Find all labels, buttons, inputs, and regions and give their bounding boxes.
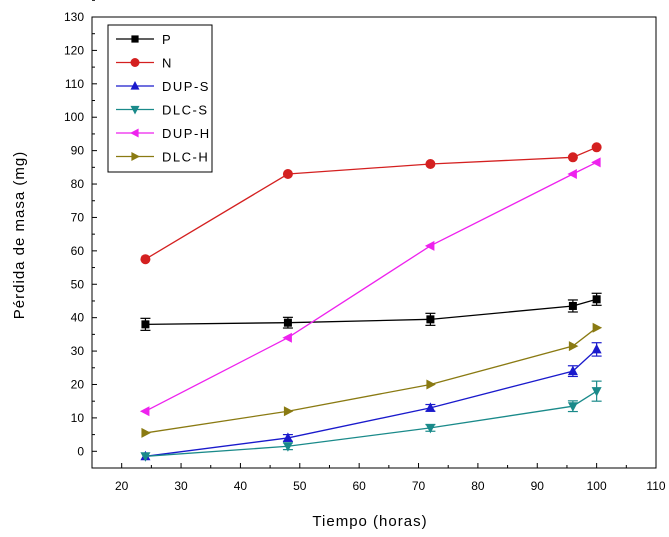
series-line-dlc-s <box>145 390 597 457</box>
x-tick-label: 90 <box>531 479 545 493</box>
data-point-dlc-s <box>140 452 151 462</box>
y-tick-label: 130 <box>64 10 84 24</box>
data-point-dlc-h <box>283 406 294 417</box>
series-dlc-s <box>140 380 602 462</box>
y-tick-label: 50 <box>71 277 85 291</box>
legend-label-p: P <box>162 32 172 47</box>
legend-label-dup-s: DUP-S <box>162 79 210 94</box>
data-point-p <box>592 295 601 304</box>
series-line-dup-s <box>145 348 598 457</box>
plot-frame <box>91 16 657 469</box>
series-p <box>140 292 602 331</box>
data-point-dup-s <box>567 365 578 376</box>
y-tick-label: 90 <box>71 144 85 158</box>
data-point-dlc-s <box>425 423 436 434</box>
y-tick-label: 10 <box>71 411 85 425</box>
series-dlc-h <box>141 322 603 438</box>
x-tick-label: 40 <box>234 479 248 493</box>
data-point-p <box>141 320 150 329</box>
legend-label-dlc-s: DLC-S <box>162 103 209 118</box>
y-tick-label: 70 <box>71 210 85 224</box>
data-point-dlc-h <box>426 379 436 390</box>
legend-marker-p <box>131 35 139 43</box>
legend-marker-dlc-s <box>130 105 140 115</box>
y-tick-label: 60 <box>71 244 85 258</box>
y-tick-label: 20 <box>71 377 85 391</box>
series-line-dup-h <box>145 161 597 412</box>
y-tick-label: 40 <box>71 311 85 325</box>
y-tick-label: 0 <box>77 444 84 458</box>
data-point-n <box>425 158 436 169</box>
x-tick-label: 20 <box>115 479 129 493</box>
data-point-n <box>140 254 151 265</box>
data-point-dup-h <box>139 406 150 417</box>
x-tick-label: 80 <box>471 479 485 493</box>
data-point-dup-s <box>282 432 293 442</box>
data-point-dup-h <box>567 169 577 180</box>
series-layer <box>139 142 603 462</box>
series-line-p <box>145 298 597 325</box>
data-point-dlc-s <box>591 387 602 397</box>
data-point-dup-h <box>424 240 435 251</box>
legend: PN DUP-S DLC-S DUP-H DLC-H <box>107 24 213 173</box>
data-point-p <box>283 318 292 327</box>
legend-marker-dup-s <box>130 81 140 90</box>
series-n <box>140 142 602 265</box>
series-line-dlc-h <box>145 327 598 434</box>
x-tick-label: 70 <box>412 479 426 493</box>
series-dup-s <box>140 342 602 461</box>
legend-label-dup-h: DUP-H <box>162 126 211 141</box>
data-point-dup-h <box>591 157 601 168</box>
data-point-p <box>426 315 435 324</box>
y-tick-label: 80 <box>71 177 85 191</box>
data-point-n <box>591 142 602 153</box>
data-point-dup-h <box>282 332 292 343</box>
x-tick-label: 50 <box>293 479 307 493</box>
y-tick-label: 120 <box>64 43 84 57</box>
data-point-p <box>568 301 577 310</box>
y-tick-label: 100 <box>64 110 84 124</box>
x-axis-title: Tiempo (horas) <box>312 513 427 530</box>
legend-box <box>107 24 213 173</box>
x-tick-label: 30 <box>174 479 188 493</box>
y-tick-label: 30 <box>71 344 85 358</box>
y-axis-title: Pérdida de masa (mg) <box>11 151 28 319</box>
series-line-n <box>145 146 597 260</box>
x-tick-label: 60 <box>352 479 366 493</box>
legend-marker-dup-h <box>130 128 139 138</box>
y-tick-label: 110 <box>65 77 84 91</box>
legend-label-n: N <box>162 56 173 71</box>
x-tick-label: 100 <box>587 479 607 493</box>
data-point-n <box>567 152 578 163</box>
data-point-dlc-h <box>592 322 603 333</box>
data-point-n <box>282 169 293 180</box>
legend-marker-n <box>130 58 140 67</box>
data-point-dup-s <box>591 343 602 354</box>
x-tick-label: 110 <box>646 479 665 493</box>
data-point-dlc-s <box>567 402 578 412</box>
legend-label-dlc-h: DLC-H <box>162 150 209 165</box>
data-point-dlc-h <box>141 427 151 438</box>
data-point-dlc-s <box>282 442 293 452</box>
data-point-dlc-h <box>568 341 579 352</box>
legend-marker-dlc-h <box>131 152 140 161</box>
data-point-dup-s <box>425 402 436 412</box>
axes: 0 10 20 30 40 50 60 70 80 90 100 110 120 130 20 30 40 50 6… <box>64 0 666 493</box>
series-dup-h <box>139 157 601 417</box>
